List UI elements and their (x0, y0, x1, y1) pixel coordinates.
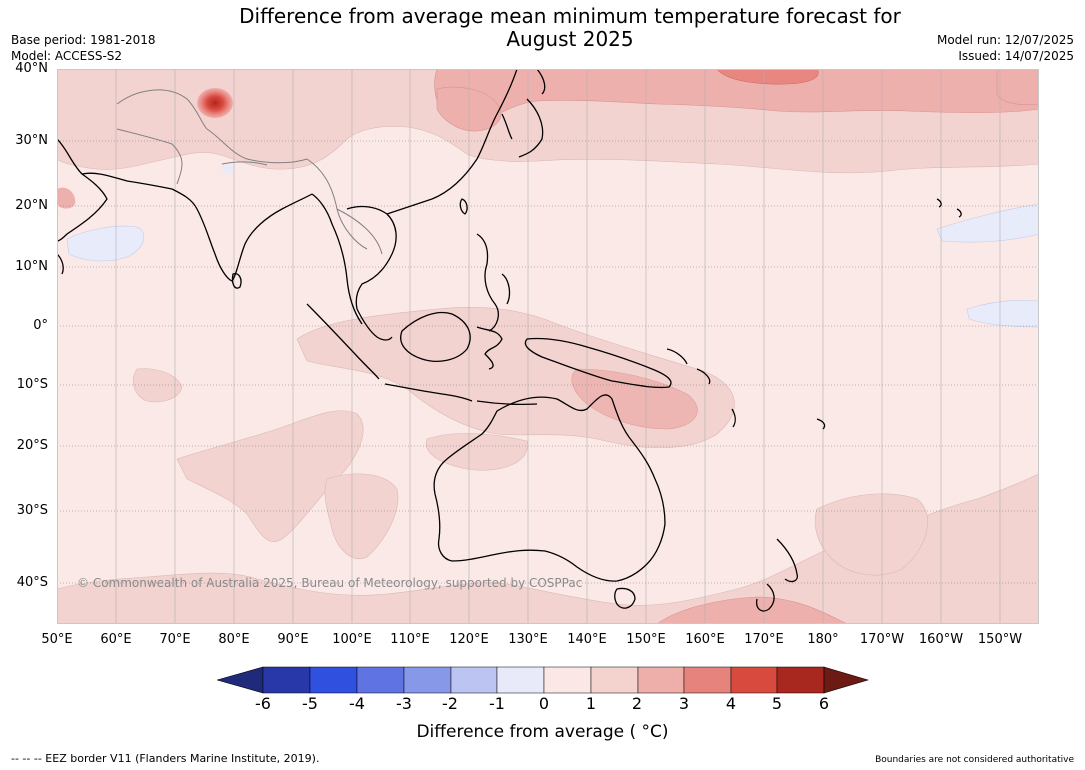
anomaly-region-arabia (57, 187, 76, 209)
anomaly-hotspot-himalaya (197, 88, 233, 118)
colorbar-bin-p0 (543, 666, 592, 694)
lon-label-100e: 100°E (332, 632, 372, 647)
colorbar-bin-p5 (776, 666, 825, 694)
anomaly-region-australia-west (425, 433, 528, 471)
colorbar-tick-p1: 1 (585, 694, 597, 713)
colorbar-bin-m5 (309, 666, 358, 694)
lon-label-80e: 80°E (218, 632, 250, 647)
title-line-1: Difference from average mean minimum tem… (239, 4, 901, 28)
lon-label-90e: 90°E (277, 632, 309, 647)
colorbar-tick-p6: 6 (818, 694, 830, 713)
country-borders (116, 89, 383, 255)
colorbar-bin-m4 (356, 666, 405, 694)
colorbar-bin-p2 (637, 666, 685, 694)
copyright: © Commonwealth of Australia 2025, Bureau… (77, 576, 582, 590)
colorbar-bin-m3 (403, 666, 452, 694)
meta-left: Base period: 1981-2018 Model: ACCESS-S2 (11, 32, 156, 64)
title-line-2: August 2025 (506, 27, 634, 51)
colorbar-tick-0: 0 (538, 694, 550, 713)
lat-label-20n: 20°N (15, 198, 48, 213)
lon-label-150w: 150°W (977, 632, 1023, 647)
colorbar-tick-m6: -6 (255, 694, 271, 713)
lon-label-160w: 160°W (918, 632, 964, 647)
colorbar-tick-m3: -3 (396, 694, 412, 713)
base-period: Base period: 1981-2018 (11, 33, 156, 47)
colorbar-arrow-right (823, 666, 869, 694)
colorbar-tick-m5: -5 (302, 694, 318, 713)
lon-label-110e: 110°E (390, 632, 430, 647)
colorbar-label: Difference from average ( °C) (416, 722, 669, 742)
lon-label-170e: 170°E (744, 632, 784, 647)
lat-label-20s: 20°S (16, 438, 48, 453)
colorbar-bin-p4 (730, 666, 778, 694)
colorbar-bin-m2 (450, 666, 498, 694)
colorbar-arrow-left (217, 666, 264, 694)
colorbar-bin-p3 (683, 666, 732, 694)
anomaly-negative-pacific-eq (966, 299, 1039, 328)
model-run: Model run: 12/07/2025 (936, 33, 1074, 47)
anomaly-region-south-indian-2 (324, 473, 399, 559)
eez-note: -- -- -- EEZ border V11 (Flanders Marine… (11, 752, 320, 765)
colorbar (217, 666, 869, 694)
colorbar-tick-m1: -1 (489, 694, 505, 713)
colorbar-tick-p5: 5 (771, 694, 783, 713)
anomaly-negative-tibet (221, 164, 235, 174)
lat-label-40n: 40°N (15, 61, 48, 76)
lon-label-60e: 60°E (100, 632, 132, 647)
anomaly-negative-pacific-north (936, 203, 1039, 243)
lon-label-180: 180° (807, 632, 839, 647)
lon-label-130e: 130°E (508, 632, 548, 647)
lon-label-150e: 150°E (626, 632, 666, 647)
lat-label-30s: 30°S (16, 503, 48, 518)
lat-label-40s: 40°S (16, 575, 48, 590)
anomaly-region-west-indian (133, 368, 183, 403)
lon-label-120e: 120°E (449, 632, 489, 647)
anomaly-region-south-strong (656, 596, 848, 624)
lat-label-10s: 10°S (16, 377, 48, 392)
coastlines (57, 69, 962, 612)
lon-label-50e: 50°E (41, 632, 73, 647)
colorbar-tick-m2: -2 (442, 694, 458, 713)
anomaly-region-coral-sea (571, 368, 698, 430)
colorbar-tick-p2: 2 (631, 694, 643, 713)
anomaly-region-south-east (814, 493, 928, 576)
model-name: Model: ACCESS-S2 (11, 49, 123, 63)
map-title: Difference from average mean minimum tem… (180, 5, 960, 51)
lat-label-30n: 30°N (15, 133, 48, 148)
lat-label-0: 0° (33, 318, 48, 333)
anomaly-region-pacific-strong (716, 69, 819, 85)
colorbar-tick-p3: 3 (678, 694, 690, 713)
colorbar-bin-m6 (262, 666, 311, 694)
boundaries-note: Boundaries are not considered authoritat… (875, 755, 1074, 765)
lat-label-10n: 10°N (15, 259, 48, 274)
map-frame (57, 69, 1039, 624)
anomaly-region-east-pacific (996, 69, 1039, 105)
anomaly-negative-arabian-sea (66, 225, 145, 262)
colorbar-tick-m4: -4 (349, 694, 365, 713)
colorbar-bin-m1 (496, 666, 545, 694)
lon-label-160e: 160°E (685, 632, 725, 647)
issued-date: Issued: 14/07/2025 (958, 49, 1074, 63)
colorbar-tick-p4: 4 (725, 694, 737, 713)
colorbar-bin-p1 (590, 666, 639, 694)
map-panel[interactable]: © Commonwealth of Australia 2025, Bureau… (57, 69, 1039, 624)
lon-label-170w: 170°W (859, 632, 905, 647)
anomaly-map[interactable]: © Commonwealth of Australia 2025, Bureau… (57, 69, 1039, 624)
lon-label-140e: 140°E (567, 632, 607, 647)
meta-right: Model run: 12/07/2025 Issued: 14/07/2025 (937, 32, 1074, 64)
lon-label-70e: 70°E (159, 632, 191, 647)
